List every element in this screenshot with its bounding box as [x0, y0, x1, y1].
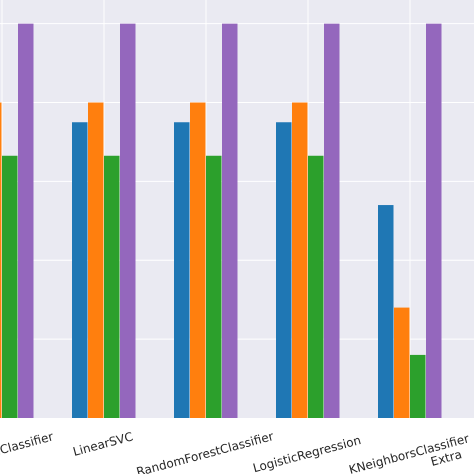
- bar-series-3-KNeighborsClassifier: [426, 23, 442, 419]
- bar-series-2-RandomForestClassifier: [206, 155, 222, 418]
- bars: [0, 23, 442, 419]
- bar-series-2-RidgeClassifier: [2, 155, 18, 418]
- bar-series-2-LinearSVC: [104, 155, 120, 418]
- bar-series-1-RandomForestClassifier: [190, 102, 206, 418]
- bar-series-1-KNeighborsClassifier: [394, 307, 410, 418]
- bar-series-2-KNeighborsClassifier: [410, 354, 426, 418]
- bar-series-0-RandomForestClassifier: [174, 122, 190, 418]
- bar-series-0-KNeighborsClassifier: [378, 205, 394, 418]
- bar-series-1-LinearSVC: [88, 102, 104, 418]
- bar-series-1-LogisticRegression: [292, 102, 308, 418]
- bar-series-2-LogisticRegression: [308, 155, 324, 418]
- bar-series-3-RidgeClassifier: [18, 23, 34, 419]
- bar-series-3-LogisticRegression: [324, 23, 340, 419]
- x-tick-labels: eClassifier LinearSVC RandomForestClassifi…: [0, 429, 471, 474]
- bar-series-1-RidgeClassifier: [0, 102, 2, 418]
- bar-series-3-RandomForestClassifier: [222, 23, 238, 419]
- x-tick-label: eClassifier: [0, 429, 55, 459]
- bar-series-0-LogisticRegression: [276, 122, 292, 418]
- bar-series-0-LinearSVC: [72, 122, 88, 418]
- bar-series-3-LinearSVC: [120, 23, 136, 419]
- x-tick-label: LinearSVC: [71, 429, 134, 458]
